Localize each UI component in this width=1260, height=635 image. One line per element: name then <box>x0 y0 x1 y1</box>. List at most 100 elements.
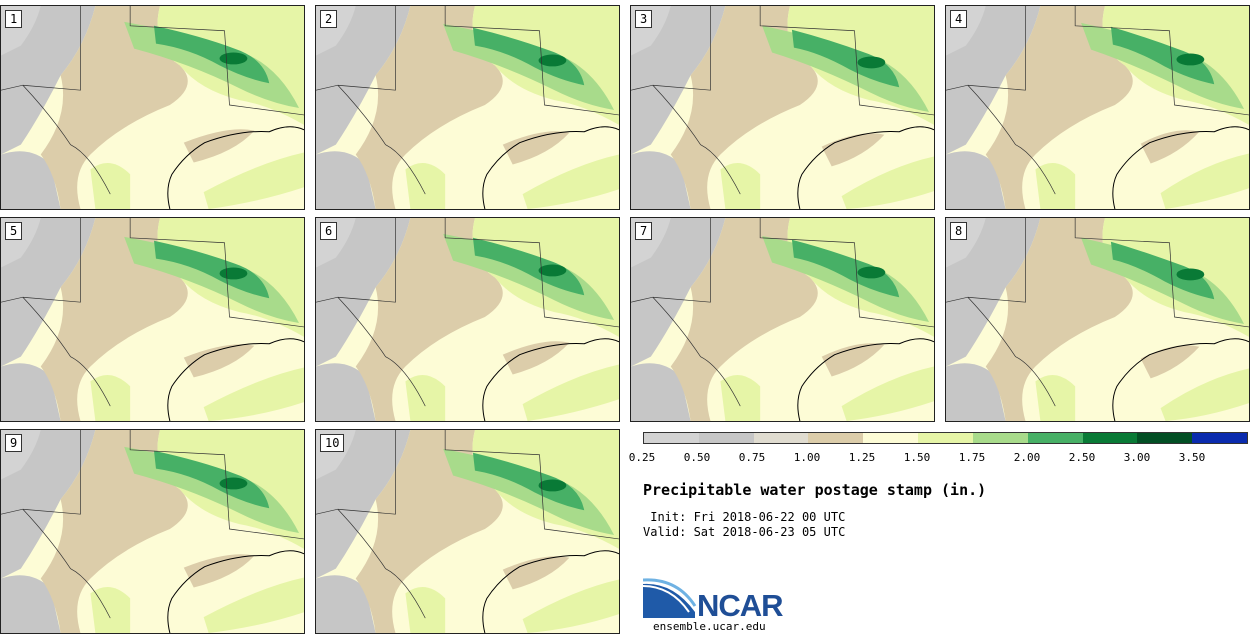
state-border <box>759 218 934 328</box>
panel-label: 5 <box>5 222 23 240</box>
border-rio-grande <box>316 296 426 407</box>
colorbar <box>643 432 1248 444</box>
tan-region <box>670 218 818 421</box>
max-moisture-spot <box>1176 53 1205 66</box>
map-panel-5: 5 <box>0 217 305 422</box>
pw-map <box>316 430 619 633</box>
state-border <box>337 218 396 303</box>
colorbar-tick-label: 0.75 <box>738 451 766 464</box>
state-border <box>652 6 711 91</box>
panel-label: 4 <box>950 10 968 28</box>
tan-region <box>355 218 503 421</box>
pw-map <box>631 218 934 421</box>
dry-region <box>316 6 411 155</box>
dry-region-south <box>316 151 376 209</box>
colorbar-segment <box>644 433 699 443</box>
colorbar-tick-label: 1.00 <box>793 451 821 464</box>
colorbar-segment <box>753 433 809 443</box>
panel-label: 3 <box>635 10 653 28</box>
dry-region <box>1 430 96 579</box>
tan-coastal-blob <box>183 129 255 163</box>
tan-region <box>40 218 188 421</box>
tan-region <box>670 6 818 209</box>
wet-core <box>791 239 900 298</box>
dry-region-south <box>1 363 61 421</box>
dry-region <box>316 430 411 579</box>
pw-map <box>1 6 304 209</box>
chart-title: Precipitable water postage stamp (in.) <box>643 481 987 499</box>
map-panel-6: 6 <box>315 217 620 422</box>
ncar-logo-icon <box>643 578 697 618</box>
dry-region <box>946 6 1041 155</box>
map-panel-2: 2 <box>315 5 620 210</box>
dry-region-south <box>316 575 376 633</box>
coastline <box>797 126 934 209</box>
coastline <box>1112 338 1249 421</box>
tan-region <box>985 6 1133 209</box>
moist-gulf-band <box>1160 368 1249 421</box>
valid-time: Valid: Sat 2018-06-23 05 UTC <box>643 525 846 539</box>
pw-map <box>946 6 1249 209</box>
dry-region-south <box>316 363 376 421</box>
coastline <box>167 338 304 421</box>
colorbar-segment <box>1027 433 1083 443</box>
colorbar-tick-label: 3.50 <box>1178 451 1206 464</box>
init-time: Init: Fri 2018-06-22 00 UTC <box>643 510 846 524</box>
moist-gulf-band <box>203 577 304 633</box>
wet-core <box>153 450 270 509</box>
panel-label: 8 <box>950 222 968 240</box>
moist-gulf-band <box>203 367 304 421</box>
dry-region-south <box>1 575 61 633</box>
moist-region-south <box>720 375 761 421</box>
max-moisture-spot <box>219 267 248 280</box>
pw-map <box>1 218 304 421</box>
colorbar-tick-label: 2.50 <box>1068 451 1096 464</box>
max-moisture-spot <box>857 266 886 279</box>
wet-core <box>1110 26 1215 85</box>
map-panel-7: 7 <box>630 217 935 422</box>
tan-coastal-blob <box>1140 345 1200 379</box>
colorbar-segment <box>1082 433 1138 443</box>
dry-region <box>631 218 726 367</box>
state-border <box>337 430 396 515</box>
moist-gulf-band <box>522 364 619 421</box>
map-panel-1: 1 <box>0 5 305 210</box>
moist-region-south <box>90 587 131 633</box>
colorbar-segment <box>698 433 754 443</box>
wet-core <box>472 237 585 296</box>
coastline <box>482 126 619 209</box>
moist-gulf-band <box>841 366 934 421</box>
wet-core <box>153 240 270 299</box>
map-panel-8: 8 <box>945 217 1250 422</box>
tan-coastal-blob <box>502 341 570 375</box>
tan-coastal-blob <box>502 131 570 165</box>
tan-region <box>355 430 503 633</box>
panel-label: 10 <box>320 434 345 452</box>
tan-coastal-blob <box>183 344 255 378</box>
dry-region <box>1 218 96 367</box>
tan-coastal-blob <box>183 554 255 588</box>
border-rio-grande <box>316 508 426 619</box>
border-rio-grande <box>316 84 426 195</box>
wet-core <box>472 452 585 511</box>
dry-region <box>631 6 726 155</box>
moist-region-south <box>1035 163 1076 209</box>
wet-core <box>153 25 270 84</box>
logo-text: NCAR <box>697 588 784 623</box>
colorbar-segment <box>1137 433 1193 443</box>
coastline <box>167 550 304 633</box>
colorbar-segment <box>808 433 864 443</box>
colorbar-tick-label: 0.25 <box>628 451 656 464</box>
state-border <box>1074 218 1249 328</box>
state-border <box>444 430 619 540</box>
moist-region-south <box>1035 375 1076 421</box>
map-panel-4: 4 <box>945 5 1250 210</box>
pw-map <box>946 218 1249 421</box>
colorbar-segment <box>918 433 973 443</box>
colorbar-tick-label: 1.25 <box>848 451 876 464</box>
dry-region-south <box>1 151 61 209</box>
map-panel-10: 10 <box>315 429 620 634</box>
max-moisture-spot <box>538 54 567 67</box>
border-rio-grande <box>631 296 741 407</box>
tan-region <box>40 430 188 633</box>
